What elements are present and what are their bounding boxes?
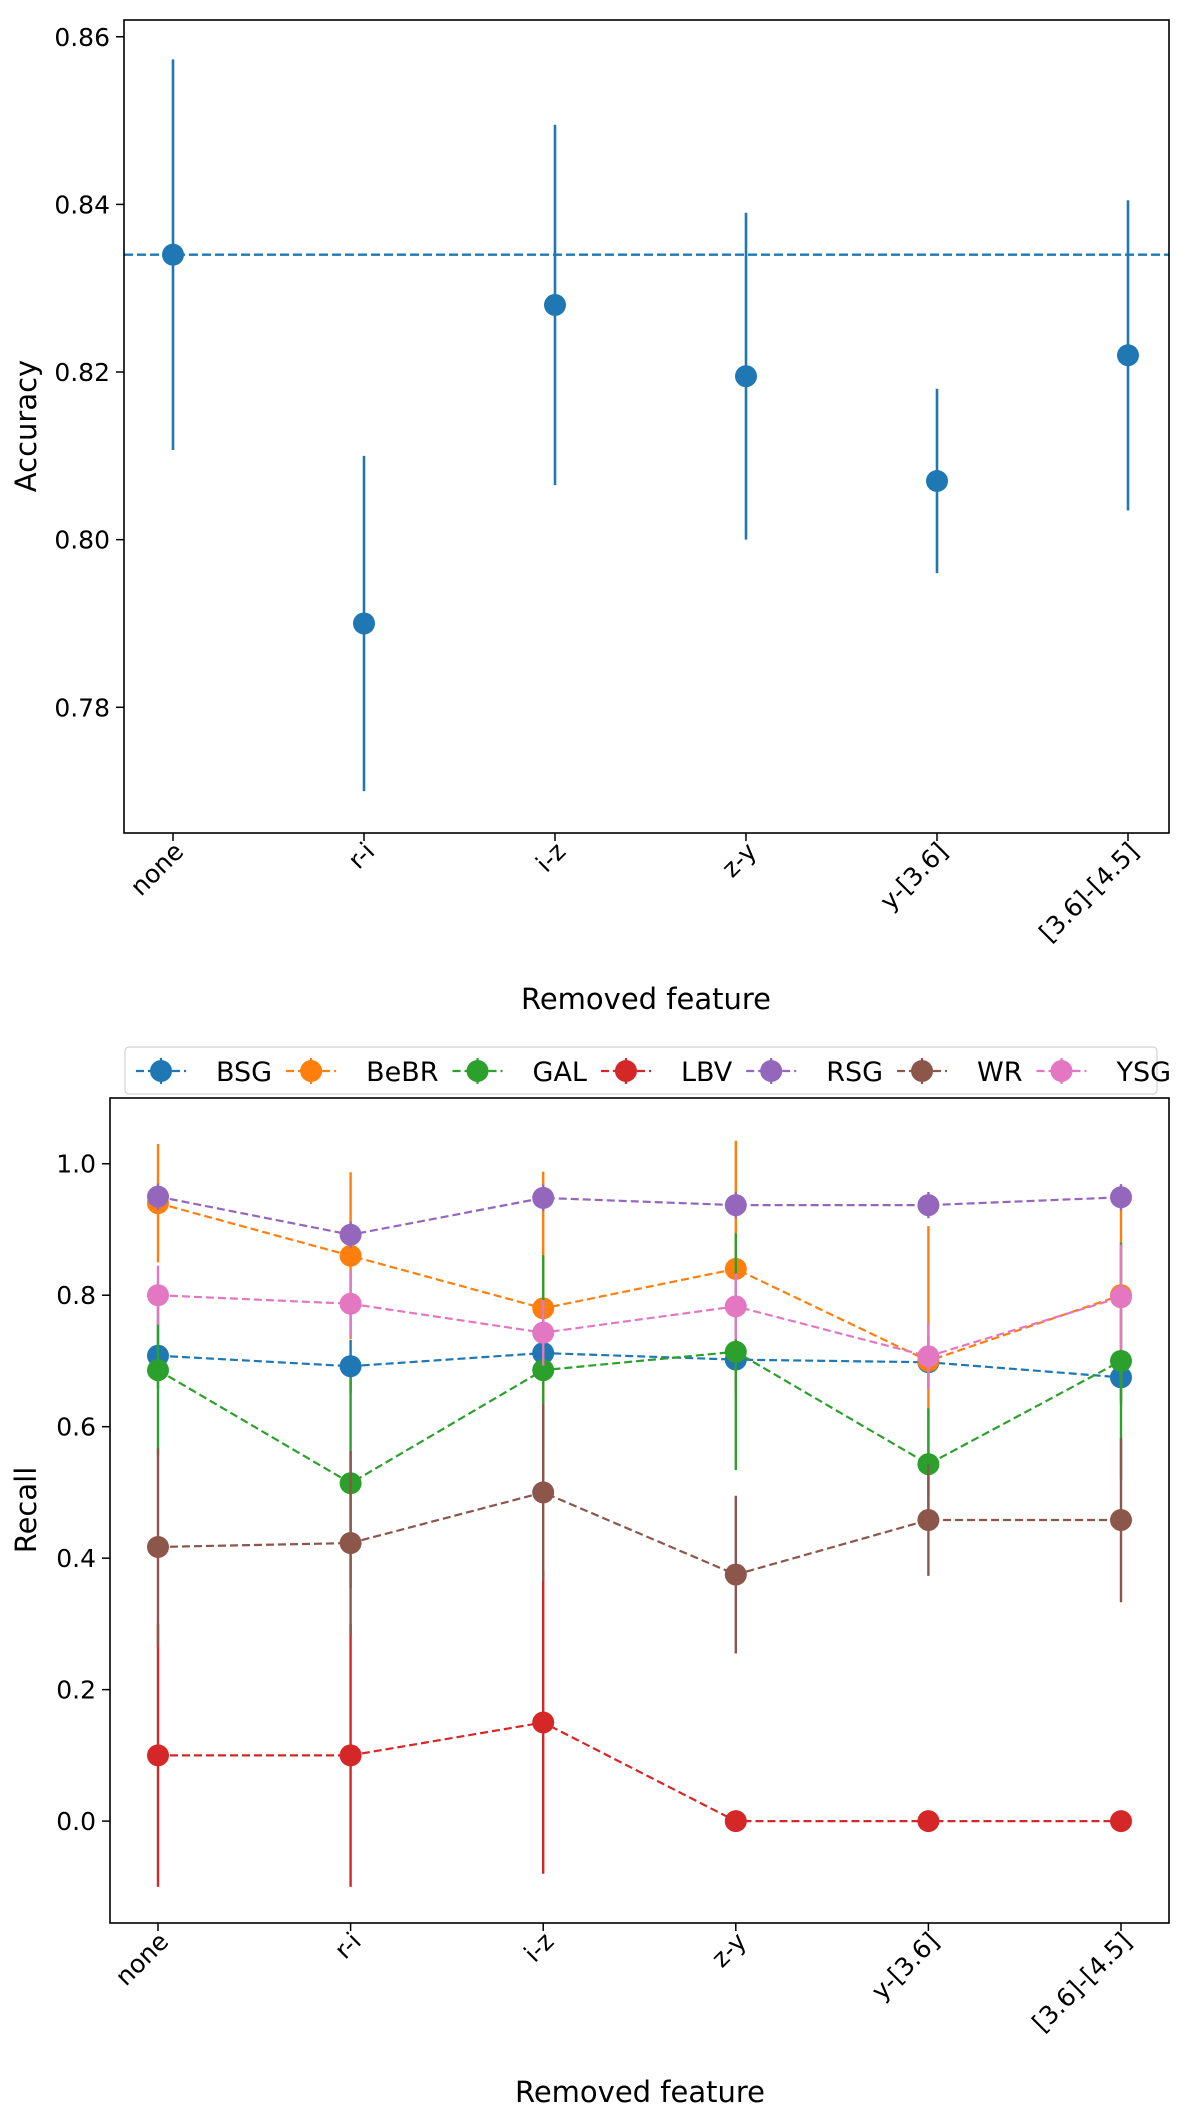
recall-point: [532, 1186, 555, 1209]
legend-entries-layer: BSG BeBR GAL LBV RSG WR YSG: [136, 1057, 1171, 1088]
accuracy-ytick-label: 0.84: [54, 190, 110, 219]
recall-point: [532, 1481, 555, 1504]
recall-point: [917, 1509, 940, 1532]
legend-entry-rsg: RSG: [746, 1057, 883, 1088]
recall-series-lbv: [147, 1571, 1132, 1887]
recall-point: [532, 1321, 555, 1344]
recall-legend: BSG BeBR GAL LBV RSG WR YSG: [124, 1046, 1171, 1095]
recall-line: [157, 1350, 1122, 1485]
recall-yaxis: 0.0 0.2 0.4 0.6 0.8 1.0: [56, 1150, 110, 1836]
recall-point: [147, 1359, 169, 1382]
recall-point: [1110, 1349, 1132, 1372]
recall-ytick-label: 0.2: [56, 1676, 96, 1705]
legend-marker: [760, 1060, 783, 1082]
recall-point: [339, 1223, 362, 1246]
recall-line: [157, 1202, 1122, 1363]
accuracy-yaxis: 0.78 0.80 0.82 0.84 0.86: [54, 23, 124, 722]
recall-ytick-label: 0.8: [56, 1281, 96, 1310]
accuracy-point: [1117, 344, 1139, 367]
recall-point: [339, 1744, 362, 1767]
accuracy-ytick-label: 0.80: [54, 526, 110, 555]
recall-point: [339, 1355, 362, 1378]
recall-ylabel: Recall: [9, 1467, 43, 1554]
legend-marker: [614, 1060, 637, 1082]
recall-point: [917, 1810, 940, 1833]
recall-point: [917, 1194, 940, 1217]
legend-marker: [1050, 1060, 1073, 1082]
recall-line: [157, 1351, 1122, 1379]
recall-point: [724, 1194, 747, 1217]
recall-point: [1110, 1186, 1132, 1209]
accuracy-point: [735, 365, 757, 388]
recall-point: [532, 1711, 555, 1734]
recall-ytick-label: 1.0: [56, 1150, 96, 1179]
accuracy-ylabel: Accuracy: [9, 360, 43, 492]
recall-point: [724, 1295, 747, 1318]
legend-marker: [300, 1060, 323, 1082]
recall-lines-layer: [147, 1140, 1132, 1887]
recall-xlabel: Removed feature: [515, 2075, 765, 2109]
legend-label: WR: [977, 1057, 1022, 1088]
accuracy-ytick-label: 0.78: [54, 693, 110, 722]
recall-line: [157, 1491, 1121, 1576]
recall-point: [532, 1359, 555, 1382]
recall-point: [1110, 1286, 1132, 1309]
legend-label: GAL: [533, 1057, 587, 1088]
legend-entry-bsg: BSG: [136, 1057, 272, 1088]
legend-marker: [150, 1060, 172, 1082]
recall-series-wr: [147, 1403, 1132, 1654]
recall-point: [1110, 1810, 1132, 1833]
recall-line: [158, 1721, 1121, 1823]
recall-point: [724, 1340, 747, 1363]
recall-ytick-label: 0.4: [56, 1544, 96, 1573]
accuracy-points-layer: [162, 243, 1139, 635]
accuracy-xlabel: Removed feature: [521, 982, 771, 1016]
accuracy-ytick-label: 0.82: [54, 358, 110, 387]
recall-series-rsg: [147, 1183, 1132, 1248]
legend-entry-gal: GAL: [452, 1057, 587, 1088]
legend-label: RSG: [826, 1057, 883, 1088]
recall-point: [724, 1810, 747, 1833]
accuracy-point: [926, 469, 948, 492]
recall-point: [917, 1345, 940, 1368]
legend-label: LBV: [681, 1057, 733, 1088]
recall-series-ysg: [147, 1244, 1132, 1390]
legend-entry-wr: WR: [897, 1057, 1022, 1088]
recall-point: [339, 1532, 362, 1555]
recall-point: [147, 1535, 169, 1558]
recall-point: [1110, 1509, 1132, 1532]
legend-entry-ysg: YSG: [1036, 1057, 1171, 1088]
recall-ytick-label: 0.6: [56, 1413, 96, 1442]
recall-point: [147, 1744, 169, 1767]
recall-point: [339, 1292, 362, 1315]
accuracy-plot-frame: [123, 19, 1170, 834]
accuracy-ytick-label: 0.86: [54, 23, 110, 52]
accuracy-point: [544, 293, 566, 316]
recall-line: [157, 1294, 1122, 1358]
legend-label: BSG: [216, 1057, 272, 1088]
recall-point: [339, 1244, 362, 1267]
recall-point: [147, 1185, 169, 1208]
accuracy-point: [353, 612, 375, 635]
recall-point: [724, 1563, 747, 1586]
legend-marker: [911, 1060, 934, 1082]
legend-entry-lbv: LBV: [600, 1057, 733, 1088]
accuracy-point: [162, 243, 184, 266]
legend-label: BeBR: [366, 1057, 438, 1088]
legend-entry-bebr: BeBR: [286, 1057, 439, 1088]
legend-marker: [466, 1060, 489, 1082]
recall-plot-frame: [109, 1097, 1170, 1924]
recall-ytick-label: 0.0: [56, 1807, 96, 1836]
recall-point: [147, 1284, 169, 1307]
recall-line: [157, 1195, 1122, 1236]
legend-label: YSG: [1115, 1057, 1171, 1088]
